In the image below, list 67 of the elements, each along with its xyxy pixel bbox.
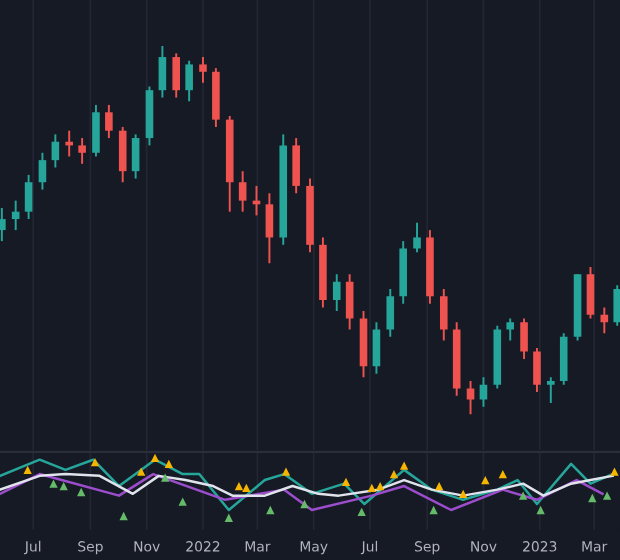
candlestick [372,321,381,375]
point [266,505,275,515]
point [429,505,438,515]
point [77,487,86,497]
point [389,469,399,479]
candlestick [92,103,100,158]
point [281,467,291,476]
candlestick [38,151,47,191]
point [341,477,351,487]
point [399,461,409,470]
candlestick [332,273,341,313]
point [178,497,187,506]
candlestick [413,221,421,254]
point [367,483,376,493]
candlestick [399,240,407,305]
point [160,473,170,482]
point [610,467,619,476]
point [59,481,68,491]
point [357,507,366,516]
candlestick [118,126,127,184]
point [300,499,309,509]
point [536,505,545,515]
candlestick [265,192,274,265]
point [481,475,490,485]
candlestick [238,170,247,213]
candlestick [345,273,354,331]
point [435,481,444,491]
candlestick [131,133,140,180]
candlestick [559,332,568,386]
candlestick [292,137,300,195]
point [498,469,507,479]
point [375,481,385,491]
candlestick [0,207,6,243]
candlestick [24,173,33,221]
point [602,491,612,500]
point [119,511,128,521]
candlestick [359,310,368,379]
candlestick [158,45,167,99]
candlestick [533,346,541,394]
point [49,479,58,488]
candlestick [439,288,448,342]
point [150,453,160,463]
point [588,493,597,503]
point [136,467,146,476]
candlestick [51,133,60,169]
candlestick [199,56,207,84]
candlestick [172,52,181,99]
candlestick [105,103,113,140]
candlestick [386,288,395,338]
candlestick [78,137,86,165]
candlestick [506,317,515,342]
point [23,465,32,475]
point [518,491,528,500]
point [234,481,244,491]
candlestick [547,376,555,405]
point [224,513,233,522]
candlestick [212,67,220,128]
point [242,483,251,493]
candlestick [185,59,193,103]
candlestick [145,85,154,147]
candlestick [613,284,620,327]
candlestick [586,265,595,320]
point [164,459,174,469]
point [90,457,100,467]
point [458,489,468,498]
candlestick [520,317,528,360]
candlestick [466,380,475,416]
